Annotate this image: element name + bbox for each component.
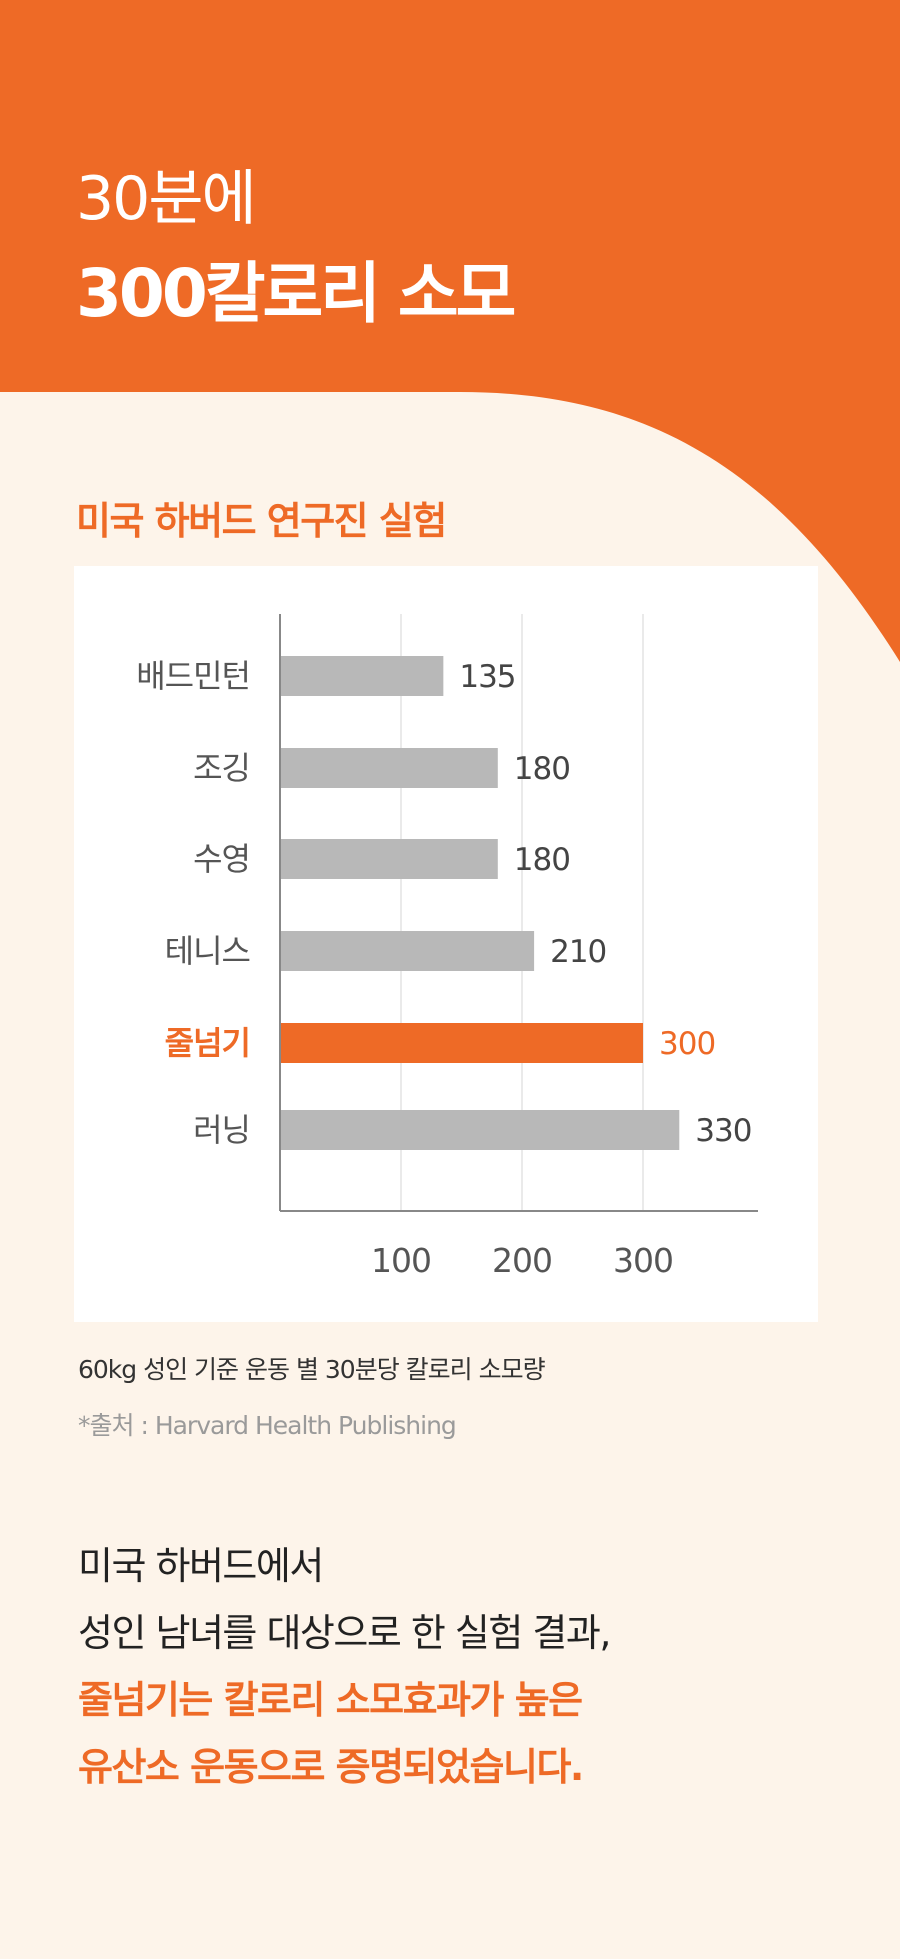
body-line-1: 미국 하버드에서 <box>78 1544 324 1588</box>
chart-bars <box>281 656 680 1150</box>
category-label-1: 조깅 <box>193 749 250 787</box>
bar-3 <box>281 931 535 971</box>
chart-caption: 60kg 성인 기준 운동 별 30분당 칼로리 소모량 <box>78 1355 546 1384</box>
hero-title-line2: 300칼로리 소모 <box>76 255 516 332</box>
value-label-5: 330 <box>695 1113 751 1149</box>
bar-chart: 100 200 300 배드민턴 135 조깅 180 수영 180 테니스 210 줄넘기 300 러닝… <box>136 614 758 1280</box>
tick-label-100: 100 <box>371 1241 431 1280</box>
body-line-2: 성인 남녀를 대상으로 한 실험 결과, <box>78 1611 611 1655</box>
orange-header-shape <box>0 0 900 662</box>
value-label-0: 135 <box>459 659 515 695</box>
category-label-2: 수영 <box>193 840 250 878</box>
tick-label-300: 300 <box>613 1241 673 1280</box>
chart-labels: 100 200 300 배드민턴 135 조깅 180 수영 180 테니스 210 줄넘기 300 러닝… <box>136 657 752 1280</box>
value-label-3: 210 <box>550 934 606 970</box>
value-label-2: 180 <box>514 842 570 878</box>
chart-axes <box>279 614 758 1212</box>
tick-label-200: 200 <box>492 1241 552 1280</box>
section-title: 미국 하버드 연구진 실험 <box>76 499 447 543</box>
category-label-4: 줄넘기 <box>165 1024 250 1062</box>
bar-1 <box>281 748 498 788</box>
bar-5 <box>281 1110 680 1150</box>
bar-2 <box>281 839 498 879</box>
chart-card: 100 200 300 배드민턴 135 조깅 180 수영 180 테니스 210 줄넘기 300 러닝… <box>74 566 818 1322</box>
category-label-5: 러닝 <box>193 1111 250 1149</box>
category-label-0: 배드민턴 <box>136 657 250 695</box>
body-line-4: 유산소 운동으로 증명되었습니다. <box>78 1745 584 1789</box>
category-label-3: 테니스 <box>165 932 250 970</box>
chart-source: *출처 : Harvard Health Publishing <box>78 1411 457 1440</box>
value-label-1: 180 <box>514 751 570 787</box>
value-label-4: 300 <box>659 1026 715 1062</box>
bar-4 <box>281 1023 643 1063</box>
hero-title-line1: 30분에 <box>76 164 257 234</box>
bar-0 <box>281 656 444 696</box>
body-line-3: 줄넘기는 칼로리 소모효과가 높은 <box>78 1678 583 1722</box>
